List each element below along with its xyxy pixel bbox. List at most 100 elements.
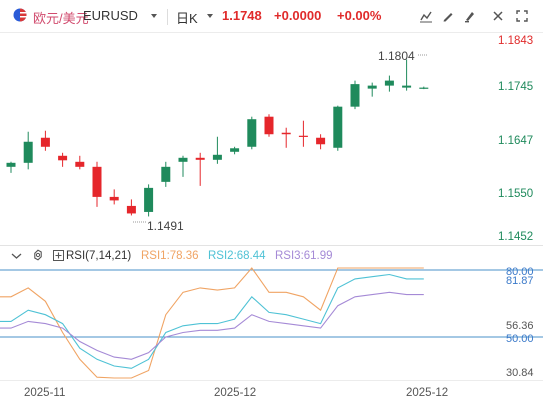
candle — [247, 116, 257, 150]
candle-body — [144, 187, 154, 212]
rsi-title: RSI(7,14,21) — [66, 250, 132, 262]
candle — [75, 155, 85, 170]
candle-body — [281, 132, 291, 135]
candle — [58, 152, 68, 167]
line-tool-button[interactable] — [416, 6, 436, 26]
candle-body — [298, 135, 308, 137]
candle-body — [333, 106, 343, 148]
symbol-name[interactable]: 欧元/美元 — [33, 11, 89, 26]
candle — [367, 82, 377, 97]
time-axis-label: 2025-12 — [406, 387, 448, 399]
candle — [384, 75, 394, 92]
price-axis-label: 1.1745 — [498, 81, 533, 93]
chart-toolbar: 欧元/美元 EURUSD 日K 1.1748 +0.0000 +0.00% — [0, 0, 543, 32]
candle-body — [247, 119, 257, 147]
last-price: 1.1748 — [222, 8, 262, 23]
time-axis-label: 2025-11 — [24, 387, 65, 399]
brush-icon — [465, 12, 474, 23]
low-annotation: 1.1491 — [147, 219, 184, 233]
rsi-axis-label: 56.36 — [506, 320, 534, 332]
toolbar-divider — [167, 9, 168, 25]
candle-body — [350, 84, 360, 107]
candle — [23, 131, 33, 170]
candle-body — [92, 166, 102, 197]
timeframe-chevron-down-icon[interactable] — [207, 14, 213, 18]
line-tool-icon — [420, 11, 432, 23]
candle — [333, 105, 343, 151]
candle-body — [109, 196, 119, 201]
price-axis-label: 1.1452 — [498, 231, 533, 243]
delete-drawings-button[interactable] — [488, 6, 508, 26]
rsi1-value: RSI1:78.36 — [141, 250, 199, 262]
candle-body — [195, 157, 205, 160]
rsi-line-rsi3 — [0, 291, 424, 360]
candle — [40, 130, 50, 151]
add-indicator-icon[interactable] — [53, 250, 64, 261]
price-axis-label: 1.1550 — [498, 188, 533, 200]
candle-body — [6, 162, 16, 167]
price-axis-label: 1.1647 — [498, 135, 533, 147]
candle-body — [316, 137, 326, 145]
fullscreen-button[interactable] — [512, 6, 532, 26]
brush-tool-button[interactable] — [460, 6, 480, 26]
candle-body — [419, 87, 429, 89]
collapse-indicator-icon[interactable] — [11, 251, 22, 261]
rsi-axis-label: 80.00 — [506, 266, 534, 278]
rsi-axis-label: 81.87 — [506, 275, 534, 287]
candle — [126, 199, 136, 216]
candle-body — [230, 148, 240, 152]
candle — [92, 161, 102, 207]
rsi-line-rsi1 — [0, 267, 424, 379]
ticker-dropdown[interactable]: EURUSD — [83, 8, 138, 23]
high-annotation: 1.1804 — [378, 49, 415, 63]
candle-body — [178, 157, 188, 162]
candle — [419, 86, 429, 90]
candle — [230, 146, 240, 155]
time-axis-label: 2025-12 — [214, 387, 256, 399]
price-change: +0.0000 — [274, 8, 322, 23]
rsi-axis-label: 50.00 — [506, 333, 534, 345]
rsi-line-rsi2 — [0, 273, 424, 369]
candle-body — [58, 155, 68, 161]
candle-body — [212, 154, 222, 160]
rsi-axis-label: 30.84 — [506, 367, 534, 379]
delete-drawings-icon — [493, 11, 503, 21]
rsi3-value: RSI3:61.99 — [275, 250, 333, 262]
candle-body — [75, 161, 85, 167]
candle — [6, 161, 16, 173]
candle — [264, 114, 274, 137]
candle-body — [126, 205, 136, 214]
candle-body — [40, 137, 50, 147]
price-change-percent: +0.00% — [337, 8, 382, 23]
candle — [144, 184, 154, 217]
candle — [298, 120, 308, 147]
candle — [178, 155, 188, 177]
candle — [161, 161, 171, 187]
settings-gear-icon[interactable] — [32, 249, 44, 261]
candle — [402, 59, 412, 91]
candle — [109, 189, 119, 205]
candle-body — [367, 85, 377, 89]
fullscreen-icon — [516, 10, 528, 22]
rsi-series — [0, 267, 543, 379]
pencil-tool-button[interactable] — [438, 6, 458, 26]
rsi-legend: RSI(7,14,21) RSI1:78.36 RSI2:68.44 RSI3:… — [0, 246, 543, 266]
eur-usd-flag-icon — [13, 8, 27, 22]
candle-body — [161, 166, 171, 182]
ticker-chevron-down-icon[interactable] — [151, 14, 157, 18]
price-axis-label: 1.1843 — [498, 35, 533, 47]
rsi2-value: RSI2:68.44 — [208, 250, 266, 262]
pencil-icon — [443, 13, 453, 22]
candle — [350, 80, 360, 110]
candle-body — [264, 116, 274, 135]
timeframe-dropdown[interactable]: 日K — [176, 11, 198, 26]
candle-body — [23, 141, 33, 163]
candle — [316, 134, 326, 150]
candle-body — [384, 80, 394, 86]
candle — [195, 152, 205, 186]
candle — [212, 136, 222, 164]
candle — [281, 127, 291, 148]
candle-body — [402, 85, 412, 88]
candle-series — [6, 59, 429, 217]
